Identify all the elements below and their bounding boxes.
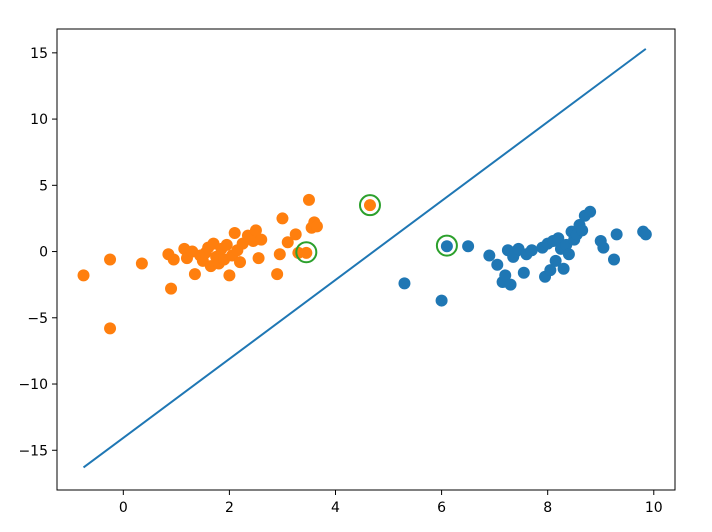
x-tick-label: 6	[437, 500, 446, 516]
point-class-0	[576, 224, 589, 237]
plot-background	[57, 29, 675, 490]
data-marks	[77, 48, 652, 469]
point-class-0	[639, 228, 652, 241]
point-class-0	[610, 228, 623, 241]
axes: 0 2 4 6 8 10 −15 −10 −5 0 5 10 15	[18, 28, 676, 516]
point-class-0	[584, 205, 597, 218]
point-class-1	[363, 199, 376, 212]
x-tick-label: 8	[543, 500, 552, 516]
point-class-1	[249, 224, 262, 237]
point-class-0	[398, 277, 411, 290]
point-class-1	[77, 269, 90, 282]
series-class-1	[77, 193, 376, 335]
point-class-0	[607, 253, 620, 266]
y-tick-label: −15	[18, 443, 48, 459]
point-class-0	[435, 294, 448, 307]
y-tick-label: 0	[39, 245, 48, 261]
y-tick-label: −5	[27, 311, 48, 327]
point-class-0	[525, 244, 538, 257]
point-class-1	[220, 238, 233, 251]
point-class-1	[289, 228, 302, 241]
x-tick-label: 0	[119, 500, 128, 516]
axes-frame	[56, 28, 676, 491]
point-class-0	[562, 248, 575, 261]
x-tick-label: 4	[331, 500, 340, 516]
y-tick-label: 10	[30, 112, 48, 128]
support-vector-ring	[358, 194, 381, 217]
support-vector-ring	[435, 234, 458, 257]
point-class-1	[165, 282, 178, 295]
point-class-1	[135, 257, 148, 270]
point-class-1	[300, 246, 313, 259]
point-class-0	[549, 254, 562, 267]
point-class-0	[517, 266, 530, 279]
point-class-0	[552, 232, 565, 245]
point-class-0	[483, 249, 496, 262]
y-tick-label: 5	[39, 178, 48, 194]
point-class-1	[104, 253, 117, 266]
decision-boundary-line	[82, 48, 647, 469]
y-tick-label: −10	[18, 377, 48, 393]
point-class-1	[252, 252, 265, 265]
point-class-1	[188, 268, 201, 281]
point-class-1	[104, 322, 117, 335]
point-class-1	[276, 212, 289, 225]
point-class-0	[440, 240, 453, 253]
point-class-1	[310, 220, 323, 233]
x-tick-label: 10	[645, 500, 663, 516]
point-class-1	[255, 233, 268, 246]
series-class-0	[398, 205, 652, 307]
point-class-0	[557, 262, 570, 275]
point-class-1	[273, 248, 286, 261]
point-class-0	[462, 240, 475, 253]
point-class-1	[271, 268, 284, 281]
point-class-1	[234, 256, 247, 269]
point-class-1	[228, 227, 241, 240]
support-vector-ring	[295, 241, 318, 264]
y-tick-label: 15	[30, 46, 48, 62]
point-class-1	[302, 193, 315, 206]
point-class-1	[223, 269, 236, 282]
point-class-0	[597, 241, 610, 254]
point-class-0	[544, 264, 557, 277]
point-class-0	[491, 258, 504, 271]
point-class-0	[504, 278, 517, 291]
x-tick-label: 2	[225, 500, 234, 516]
point-class-0	[499, 269, 512, 282]
point-class-1	[281, 236, 294, 249]
point-class-1	[167, 253, 180, 266]
